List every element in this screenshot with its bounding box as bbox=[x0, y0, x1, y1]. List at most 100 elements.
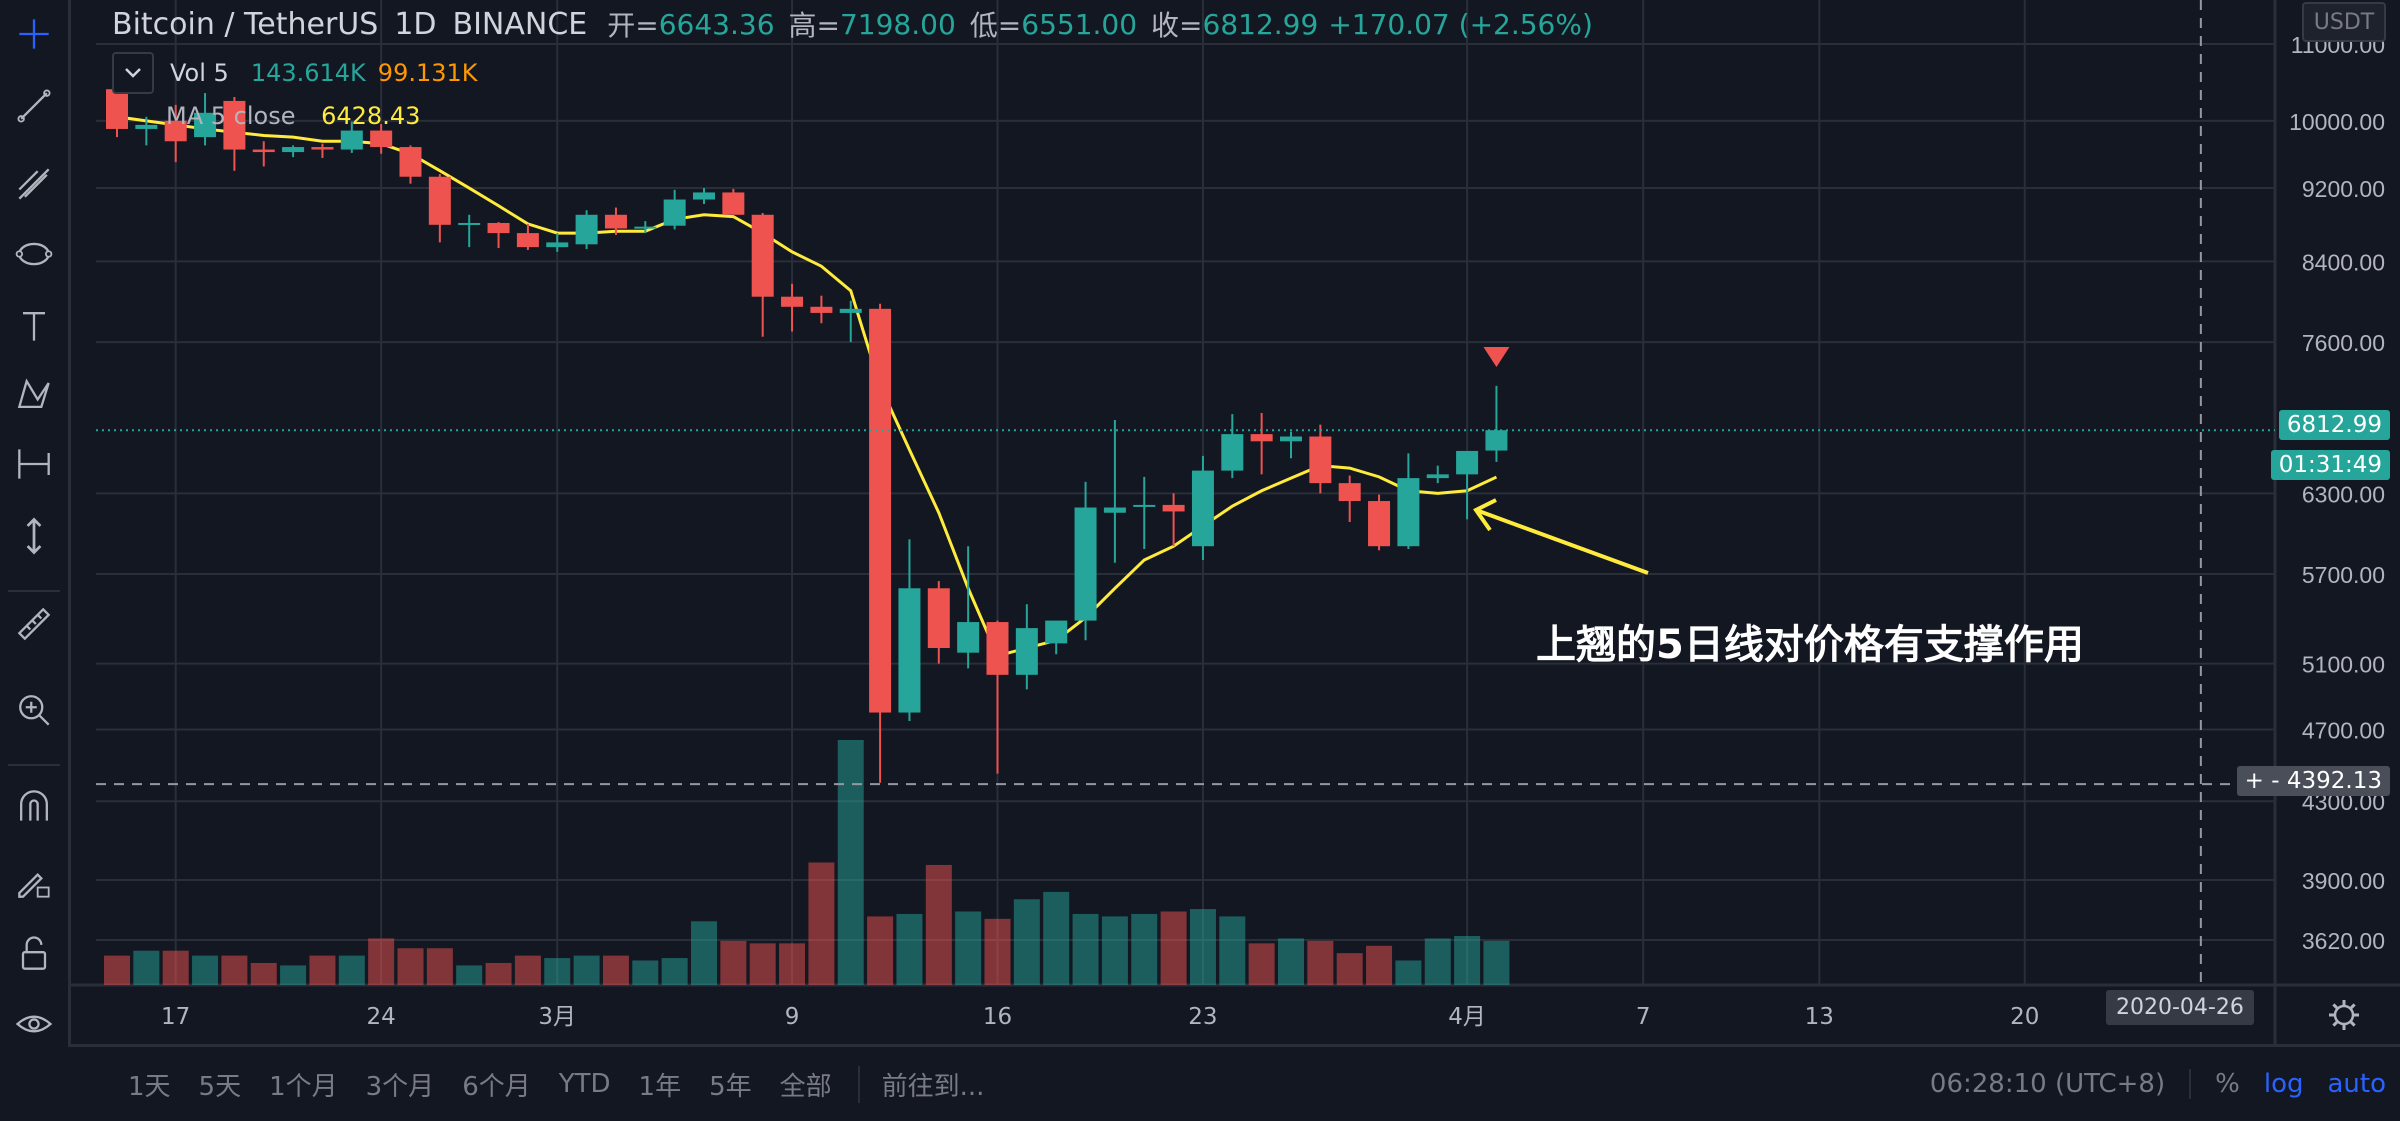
auto-scale-button[interactable]: auto bbox=[2327, 1069, 2386, 1099]
xabcd-icon[interactable] bbox=[10, 370, 58, 418]
volume-bar bbox=[1395, 960, 1422, 985]
time-tick-label: 24 bbox=[367, 1004, 396, 1030]
text-icon[interactable] bbox=[10, 302, 58, 350]
time-tick-label: 7 bbox=[1636, 1004, 1651, 1030]
candle-body bbox=[1485, 430, 1508, 451]
volume-bar bbox=[984, 918, 1011, 985]
candle-body bbox=[1338, 483, 1361, 502]
candle bbox=[370, 124, 393, 154]
candle-body bbox=[1045, 620, 1068, 644]
volume-bar bbox=[1278, 938, 1304, 985]
volume-bar bbox=[397, 948, 424, 985]
range-button-7[interactable]: 5年 bbox=[709, 1071, 752, 1102]
grid bbox=[96, 0, 2275, 985]
candle-body bbox=[722, 192, 745, 215]
percent-scale-button[interactable]: % bbox=[2215, 1069, 2240, 1099]
candle-body bbox=[106, 89, 128, 129]
time-tick-label: 9 bbox=[785, 1004, 800, 1030]
candle bbox=[1191, 455, 1214, 560]
trend-line-icon[interactable] bbox=[10, 82, 58, 130]
volume-bar bbox=[1248, 943, 1275, 985]
crosshair-icon[interactable] bbox=[10, 10, 58, 58]
crosshair-price-tag: + - 4392.13 bbox=[2236, 766, 2390, 796]
candle bbox=[428, 174, 451, 243]
candle bbox=[781, 283, 804, 332]
candle bbox=[1485, 385, 1508, 462]
volume-bar bbox=[808, 862, 835, 985]
log-scale-button[interactable]: log bbox=[2263, 1069, 2304, 1099]
candle bbox=[634, 221, 657, 234]
fib-icon[interactable] bbox=[10, 160, 58, 208]
range-button-0[interactable]: 1天 bbox=[128, 1071, 171, 1102]
time-tick-label: 13 bbox=[1805, 1004, 1834, 1030]
price-tick-label: 7600.00 bbox=[2302, 330, 2385, 356]
candle-body bbox=[1191, 470, 1214, 547]
volume-bar bbox=[1131, 913, 1158, 985]
candle-body bbox=[1103, 507, 1126, 513]
symbol-title[interactable]: Bitcoin / TetherUS bbox=[112, 6, 379, 42]
volume-bar bbox=[426, 948, 453, 985]
unlock-icon[interactable] bbox=[10, 930, 58, 978]
ma-label[interactable]: MA 5 close bbox=[166, 102, 296, 130]
candle-body bbox=[458, 222, 481, 225]
candle bbox=[1074, 481, 1097, 641]
volume-bar bbox=[896, 913, 923, 985]
open-value: 6643.36 bbox=[658, 7, 775, 41]
range-button-2[interactable]: 1个月 bbox=[269, 1071, 338, 1102]
crosshair-plus-icon[interactable]: + - bbox=[2244, 768, 2287, 794]
candle bbox=[340, 121, 363, 153]
interval-label[interactable]: 1D bbox=[394, 6, 437, 42]
alert-marker-icon bbox=[1483, 347, 1510, 367]
time-tick-label: 16 bbox=[983, 1004, 1012, 1030]
range-button-6[interactable]: 1年 bbox=[638, 1071, 682, 1102]
volume-bar bbox=[602, 955, 629, 985]
time-tick-label: 20 bbox=[2010, 1004, 2039, 1030]
volume-bar bbox=[1483, 940, 1510, 985]
candles bbox=[106, 85, 1508, 783]
volume-label[interactable]: Vol 5 bbox=[170, 59, 229, 87]
candle bbox=[751, 212, 774, 337]
ruler-icon[interactable] bbox=[10, 600, 58, 648]
clock-timezone[interactable]: 06:28:10 (UTC+8) bbox=[1930, 1069, 2192, 1099]
candle-body bbox=[516, 233, 539, 248]
pattern-icon[interactable] bbox=[10, 230, 58, 278]
candle bbox=[1221, 414, 1244, 479]
volume-bar bbox=[221, 955, 248, 985]
magnet-icon[interactable] bbox=[10, 782, 58, 830]
volume-bar bbox=[456, 965, 483, 985]
volume-bar bbox=[1219, 916, 1246, 985]
measure-icon[interactable] bbox=[10, 440, 58, 488]
range-button-3[interactable]: 3个月 bbox=[365, 1071, 435, 1102]
volume-bar bbox=[632, 960, 659, 985]
candle-body bbox=[370, 130, 393, 148]
candle bbox=[1015, 604, 1038, 690]
lock-draw-icon[interactable] bbox=[10, 858, 58, 906]
crosshair-date-tag: 2020-04-26 bbox=[2106, 990, 2254, 1025]
candle-body bbox=[986, 622, 1009, 675]
candle-body bbox=[839, 308, 862, 313]
price-chart[interactable]: 11000.0010000.009200.008400.007600.00630… bbox=[0, 0, 2400, 1044]
volume-bar bbox=[338, 955, 365, 985]
ma-value: 6428.43 bbox=[321, 102, 421, 130]
eye-icon[interactable] bbox=[10, 1000, 58, 1048]
candle bbox=[546, 233, 569, 252]
goto-date-button[interactable]: 前往到... bbox=[857, 1065, 1007, 1103]
candle-body bbox=[781, 296, 804, 307]
chart-annotation-text[interactable]: 上翘的5日线对价格有支撑作用 bbox=[1536, 622, 2084, 668]
range-button-1[interactable]: 5天 bbox=[198, 1071, 242, 1102]
currency-tag[interactable]: USDT bbox=[2302, 2, 2386, 42]
range-button-5[interactable]: YTD bbox=[558, 1069, 611, 1099]
candle-body bbox=[869, 308, 892, 713]
candle bbox=[458, 214, 481, 248]
candle bbox=[282, 145, 305, 158]
zoom-in-icon[interactable] bbox=[10, 686, 58, 734]
settings-gear-icon bbox=[2329, 1000, 2359, 1030]
range-button-4[interactable]: 6个月 bbox=[462, 1071, 531, 1102]
collapse-legend-button[interactable] bbox=[112, 52, 154, 94]
arrow-updown-icon[interactable] bbox=[10, 512, 58, 560]
candle bbox=[869, 303, 892, 783]
toolbar-separator bbox=[8, 590, 60, 592]
range-button-8[interactable]: 全部 bbox=[779, 1071, 832, 1102]
candle bbox=[1133, 476, 1156, 549]
